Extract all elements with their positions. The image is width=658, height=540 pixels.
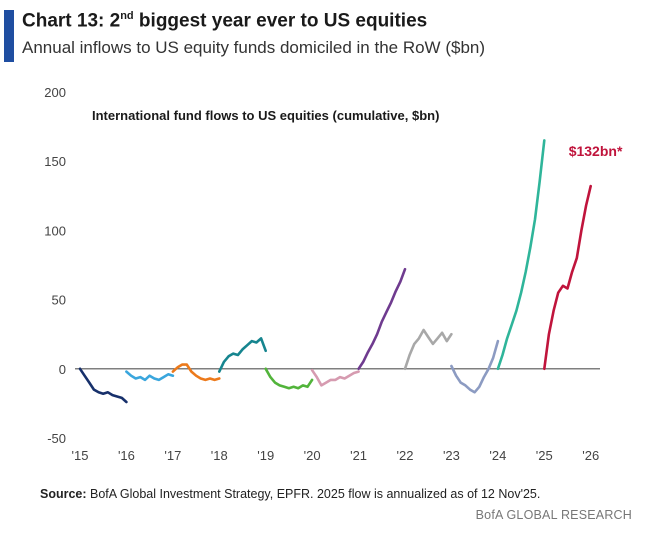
series-line-2025: [543, 184, 592, 371]
inner-chart-title: International fund flows to US equities …: [92, 108, 439, 123]
series-line-2018: [218, 337, 267, 373]
x-tick-label: '16: [118, 448, 135, 463]
chart-title-suffix: biggest year ever to US equities: [133, 10, 428, 32]
brand-watermark: BofA GLOBAL RESEARCH: [475, 508, 632, 522]
y-tick-label: 150: [44, 154, 66, 169]
series-line-2021: [357, 267, 407, 371]
y-tick-label: -50: [47, 431, 66, 446]
series-line-2020: [310, 368, 360, 387]
series-line-2022: [403, 328, 453, 371]
x-tick-label: '21: [350, 448, 367, 463]
series-line-2016: [125, 370, 175, 382]
chart-title-prefix: Chart 13: 2: [22, 10, 121, 32]
x-tick-label: '15: [72, 448, 89, 463]
chart-subtitle: Annual inflows to US equity funds domici…: [22, 38, 486, 57]
line-chart: International fund flows to US equities …: [44, 85, 623, 463]
series-line-2019: [264, 367, 314, 390]
series-line-2017: [171, 363, 221, 382]
y-tick-label: 100: [44, 223, 66, 238]
x-tick-label: '24: [489, 448, 506, 463]
series-line-2024: [496, 139, 546, 371]
chart-title: Chart 13: 2nd biggest year ever to US eq…: [22, 10, 427, 32]
x-tick-label: '26: [582, 448, 599, 463]
source-note: Source: BofA Global Investment Strategy,…: [40, 487, 540, 501]
series-line-2015: [78, 367, 128, 404]
y-tick-label: 50: [52, 293, 66, 308]
y-tick-label: 200: [44, 85, 66, 100]
x-tick-label: '22: [397, 448, 414, 463]
x-tick-label: '19: [257, 448, 274, 463]
source-label: Source:: [40, 487, 87, 501]
x-tick-label: '23: [443, 448, 460, 463]
x-tick-label: '17: [164, 448, 181, 463]
title-accent-bar: [4, 10, 14, 62]
y-tick-label: 0: [59, 362, 66, 377]
annotation-label: $132bn*: [569, 143, 623, 159]
chart-title-superscript: nd: [120, 10, 134, 22]
x-tick-label: '20: [304, 448, 321, 463]
x-tick-label: '18: [211, 448, 228, 463]
series-line-2023: [450, 339, 500, 394]
x-tick-label: '25: [536, 448, 553, 463]
source-text: BofA Global Investment Strategy, EPFR. 2…: [86, 487, 541, 501]
